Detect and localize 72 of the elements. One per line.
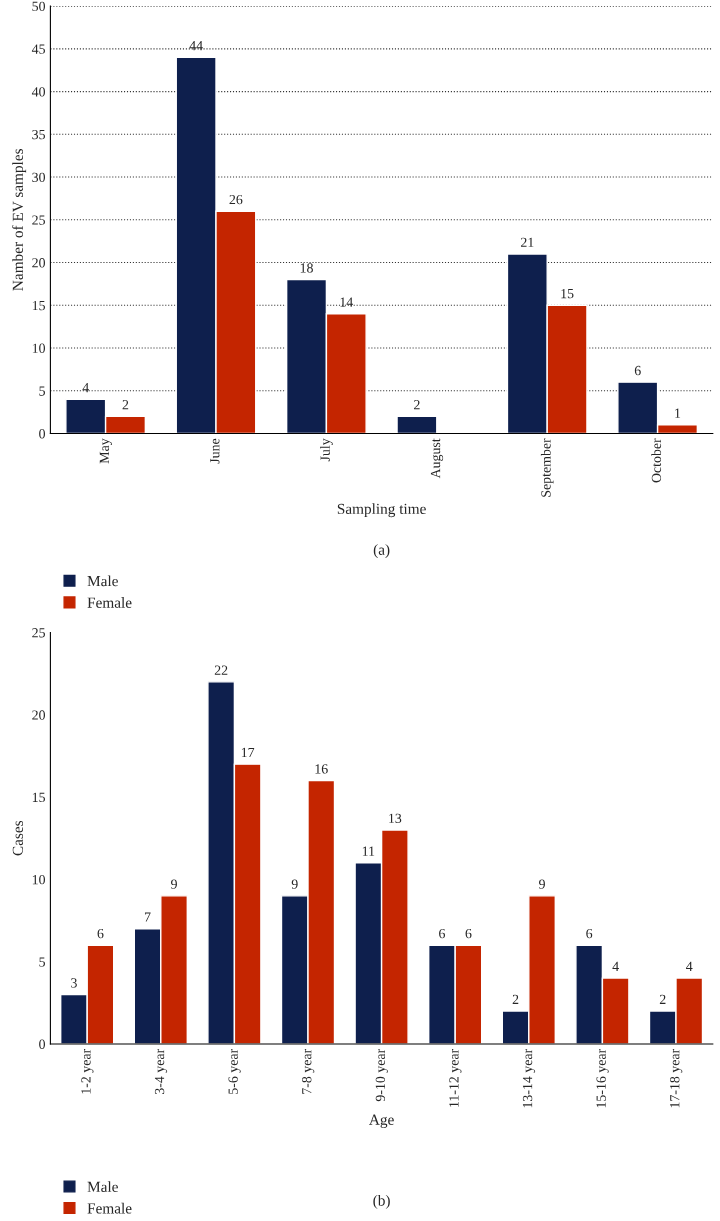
y-axis-title: Cases bbox=[12, 820, 23, 856]
text: (b) bbox=[373, 1194, 390, 1209]
y-tick-label: 50 bbox=[32, 1, 46, 12]
legend-label: Female bbox=[87, 1202, 132, 1214]
y-tick-label: 20 bbox=[32, 710, 46, 720]
y-tick-label: 35 bbox=[32, 129, 45, 140]
text: (a) bbox=[373, 544, 390, 558]
y-tick-label: 15 bbox=[32, 300, 45, 311]
data-label: 44 bbox=[189, 41, 203, 51]
data-label: 6 bbox=[586, 928, 593, 939]
y-tick-label: 0 bbox=[39, 1039, 46, 1049]
x-tick-label: 7-8 year bbox=[302, 1048, 315, 1094]
x-tick-label: October bbox=[651, 438, 662, 483]
data-label: 18 bbox=[300, 263, 313, 273]
x-tick-label: June bbox=[210, 438, 220, 464]
y-tick-label: 40 bbox=[31, 87, 46, 97]
data-label: 16 bbox=[315, 764, 328, 774]
y-tick-label: 20 bbox=[32, 258, 46, 268]
data-label: 6 bbox=[439, 928, 446, 939]
data-label: 6 bbox=[97, 928, 104, 939]
x-tick-label: 3-4 year bbox=[154, 1048, 168, 1095]
y-tick-label: 10 bbox=[32, 874, 46, 885]
data-label: 9 bbox=[539, 879, 545, 889]
data-label: 4 bbox=[686, 961, 693, 971]
x-tick-label: 11-12 year bbox=[449, 1048, 462, 1107]
data-label: 4 bbox=[612, 961, 619, 971]
data-label: 22 bbox=[214, 665, 228, 675]
data-label: 2 bbox=[414, 400, 420, 410]
y-tick-label: 10 bbox=[32, 343, 46, 353]
data-label: 13 bbox=[389, 813, 402, 823]
y-tick-label: 5 bbox=[39, 957, 45, 967]
data-label: 7 bbox=[145, 912, 151, 922]
x-axis-title: Sampling time bbox=[337, 503, 426, 518]
x-tick-label: May bbox=[99, 438, 112, 464]
y-tick-label: 25 bbox=[32, 215, 45, 225]
data-label: 4 bbox=[82, 383, 89, 393]
x-tick-label: 5-6 year bbox=[228, 1048, 241, 1094]
y-tick-label: 15 bbox=[32, 792, 45, 803]
data-label: 2 bbox=[659, 994, 666, 1004]
y-tick-label: 5 bbox=[39, 386, 45, 396]
x-axis-title: Age bbox=[369, 1114, 394, 1128]
data-label: 9 bbox=[291, 879, 298, 889]
data-label: 21 bbox=[520, 237, 534, 247]
data-label: 6 bbox=[634, 365, 641, 376]
x-tick-label: 9-10 year bbox=[375, 1048, 388, 1102]
x-tick-label: September bbox=[540, 438, 554, 497]
x-tick-label: 13-14 year bbox=[522, 1048, 536, 1108]
x-tick-label: August bbox=[430, 438, 444, 479]
data-label: 17 bbox=[241, 747, 255, 758]
data-label: 3 bbox=[71, 978, 77, 988]
x-tick-label: July bbox=[320, 438, 333, 462]
x-tick-label: 1-2 year bbox=[81, 1048, 94, 1094]
y-axis-title: Namber of EV samples bbox=[12, 148, 27, 291]
data-label: 1 bbox=[675, 408, 681, 418]
data-label: 2 bbox=[512, 994, 519, 1004]
data-label: 2 bbox=[122, 400, 129, 410]
data-label: 15 bbox=[561, 288, 574, 299]
legend-label: Female bbox=[87, 597, 132, 608]
data-label: 6 bbox=[465, 928, 472, 939]
data-label: 9 bbox=[171, 879, 177, 889]
x-tick-label: 17-18 year bbox=[670, 1048, 683, 1108]
data-label: 14 bbox=[340, 297, 353, 307]
y-tick-label: 25 bbox=[32, 628, 45, 638]
legend-label: Male bbox=[87, 1181, 118, 1192]
y-tick-label: 0 bbox=[39, 429, 46, 439]
bar bbox=[396, 415, 438, 434]
data-label: 11 bbox=[362, 846, 375, 856]
y-tick-label: 30 bbox=[32, 172, 46, 182]
data-label: 26 bbox=[229, 194, 243, 205]
y-tick-label: 45 bbox=[31, 44, 45, 54]
legend-label: Male bbox=[87, 575, 118, 587]
x-tick-label: 15-16 year bbox=[596, 1048, 609, 1108]
